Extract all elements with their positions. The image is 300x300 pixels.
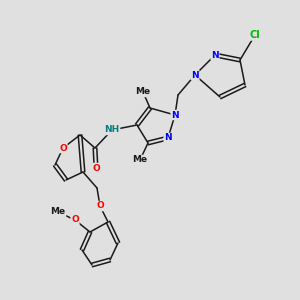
Text: Me: Me bbox=[132, 155, 148, 164]
Text: O: O bbox=[96, 202, 104, 211]
Text: Cl: Cl bbox=[250, 30, 260, 40]
Text: N: N bbox=[191, 70, 199, 80]
Text: O: O bbox=[92, 164, 100, 172]
Text: Me: Me bbox=[135, 88, 151, 97]
Text: NH: NH bbox=[104, 125, 120, 134]
Text: N: N bbox=[164, 134, 172, 142]
Text: N: N bbox=[211, 50, 219, 59]
Text: N: N bbox=[171, 110, 179, 119]
Text: O: O bbox=[59, 143, 67, 152]
Text: O: O bbox=[71, 215, 79, 224]
Text: Me: Me bbox=[50, 208, 66, 217]
